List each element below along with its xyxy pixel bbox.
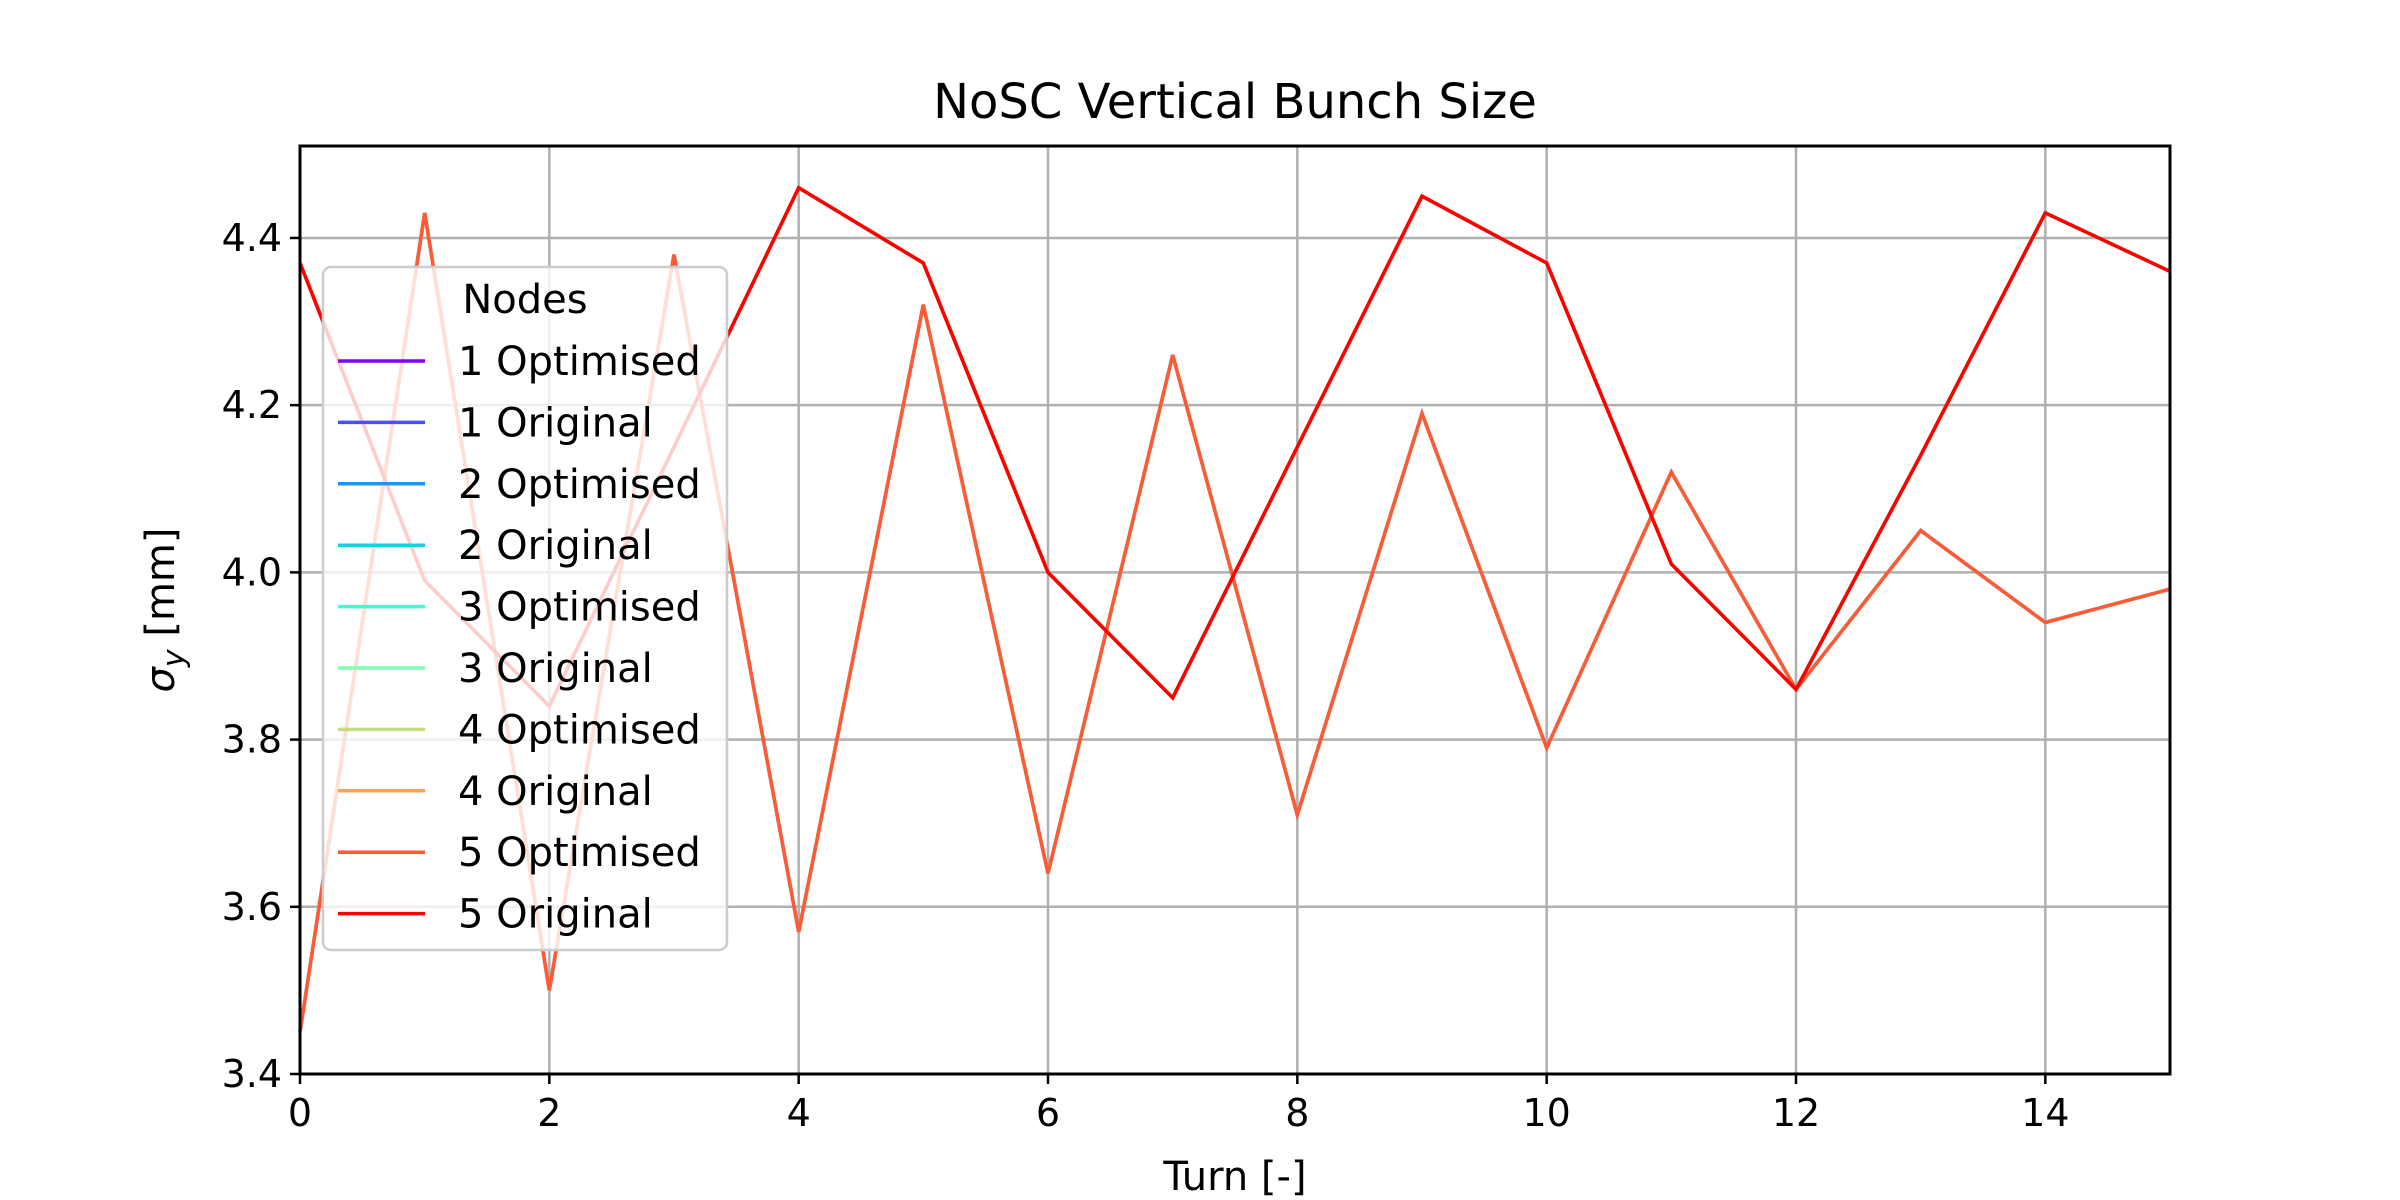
legend-label-4: 2 Original xyxy=(458,523,653,569)
x-tick-label: 10 xyxy=(1522,1091,1570,1135)
y-tick-label: 4.2 xyxy=(222,383,282,427)
legend-label-2: 1 Original xyxy=(458,400,653,446)
y-axis-label-unit: [mm] xyxy=(138,528,184,650)
y-tick-label: 3.4 xyxy=(222,1052,282,1096)
legend-title: Nodes xyxy=(462,277,587,323)
legend-label-7: 4 Optimised xyxy=(458,707,701,753)
x-tick-label: 4 xyxy=(787,1091,811,1135)
y-tick-label: 4.0 xyxy=(222,550,282,594)
x-tick-label: 12 xyxy=(1772,1091,1820,1135)
chart-title: NoSC Vertical Bunch Size xyxy=(933,74,1537,130)
y-tick-label: 3.6 xyxy=(222,885,282,929)
legend-label-3: 2 Optimised xyxy=(458,462,701,508)
legend-label-8: 4 Original xyxy=(458,769,653,815)
y-axis-label: σy [mm] xyxy=(138,528,192,693)
x-tick-label: 8 xyxy=(1285,1091,1309,1135)
legend-box xyxy=(321,265,729,952)
legend: Nodes 1 Optimised 1 Original 2 Optimised 2 O… xyxy=(321,265,729,952)
x-tick-label: 14 xyxy=(2021,1091,2069,1135)
x-tick-label: 6 xyxy=(1036,1091,1060,1135)
y-tick-label: 4.4 xyxy=(222,216,282,260)
legend-label-10: 5 Original xyxy=(458,892,653,938)
legend-label-5: 3 Optimised xyxy=(458,585,701,631)
x-axis-label: Turn [-] xyxy=(1162,1154,1306,1200)
y-tick-label: 3.8 xyxy=(222,718,282,762)
axis-ticks: 0 2 4 6 8 10 12 14 3.4 3.6 3.8 4.0 4.2 4.4 xyxy=(222,216,2070,1135)
plot-frame xyxy=(298,144,2172,1076)
x-tick-label: 0 xyxy=(288,1091,312,1135)
legend-label-1: 1 Optimised xyxy=(458,339,701,385)
y-axis-label-symbol: σ xyxy=(138,665,184,692)
y-axis-label-subscript: y xyxy=(157,648,192,668)
legend-label-9: 5 Optimised xyxy=(458,830,701,876)
x-tick-label: 2 xyxy=(537,1091,561,1135)
legend-label-6: 3 Original xyxy=(458,646,653,692)
